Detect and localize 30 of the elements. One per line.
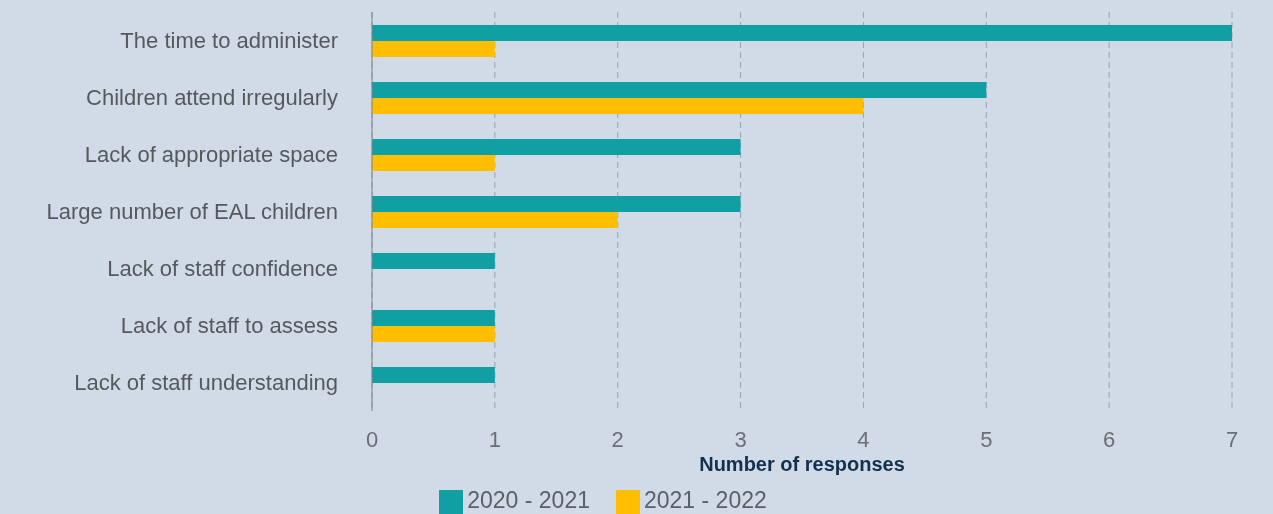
bar <box>372 155 495 172</box>
y-tick-label: Lack of staff confidence <box>107 256 338 282</box>
x-tick-label: 3 <box>734 426 747 452</box>
y-tick-label: Large number of EAL children <box>46 199 338 225</box>
y-tick-label: Lack of appropriate space <box>84 142 338 168</box>
legend-label: 2021 - 2022 <box>644 487 767 514</box>
bar <box>372 212 618 229</box>
bar <box>372 367 495 384</box>
x-tick-label: 6 <box>1103 426 1116 452</box>
y-tick-label: The time to administer <box>120 28 338 54</box>
x-tick-label: 4 <box>857 426 870 452</box>
y-tick-label: Children attend irregularly <box>86 85 338 111</box>
bar <box>372 139 741 156</box>
x-tick-label: 7 <box>1225 426 1239 452</box>
bar <box>372 82 987 99</box>
x-axis-title: Number of responses <box>699 453 905 476</box>
x-tick-label: 5 <box>980 426 993 452</box>
bar <box>372 41 495 57</box>
y-tick-label: Lack of staff understanding <box>74 370 338 396</box>
legend-label: 2020 - 2021 <box>467 487 590 514</box>
x-tick-label: 0 <box>365 426 379 452</box>
x-tick-label: 2 <box>611 426 624 452</box>
x-tick-label: 1 <box>488 426 501 452</box>
bar <box>372 196 741 213</box>
bar <box>372 326 495 343</box>
bar <box>372 310 495 327</box>
y-tick-label: Lack of staff to assess <box>120 313 338 339</box>
bar <box>372 25 1232 41</box>
bar <box>372 253 495 270</box>
bar <box>372 98 864 115</box>
